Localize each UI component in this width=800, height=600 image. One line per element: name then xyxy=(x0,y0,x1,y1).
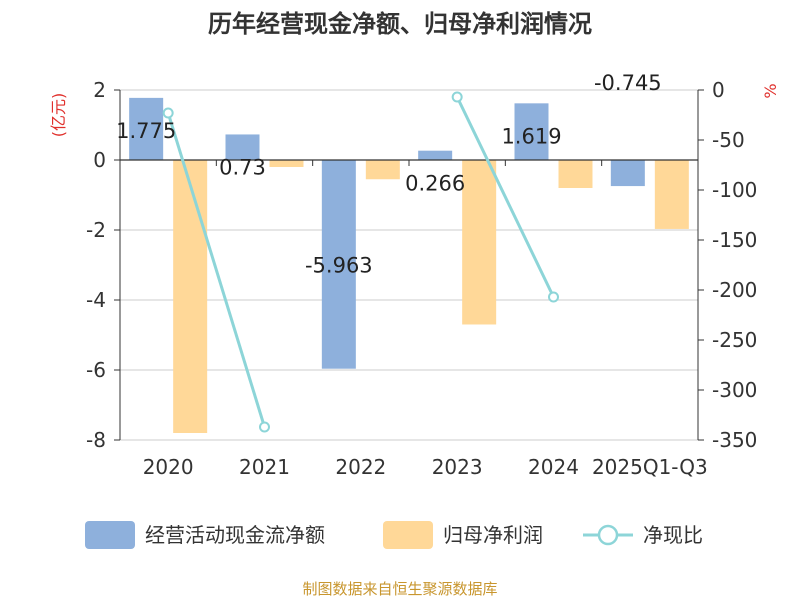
data-label-cash: 0.266 xyxy=(405,172,465,196)
x-tick-label: 2023 xyxy=(432,455,483,479)
x-tick-label: 2020 xyxy=(143,455,194,479)
bar-profit xyxy=(269,160,304,167)
x-tick-label: 2024 xyxy=(528,455,579,479)
x-tick-label: 2022 xyxy=(335,455,386,479)
left-tick-label: 2 xyxy=(93,78,106,102)
ratio-point xyxy=(451,91,463,103)
ratio-line-segment xyxy=(166,112,266,428)
x-tick-label: 2025Q1-Q3 xyxy=(592,455,708,479)
bar-cash xyxy=(514,103,549,160)
left-tick-label: 0 xyxy=(93,148,106,172)
legend-swatch-cash xyxy=(85,521,135,549)
bar-cash xyxy=(418,150,453,160)
data-label-cash: 0.73 xyxy=(219,155,266,179)
legend-label-profit: 归母净利润 xyxy=(443,523,543,547)
right-tick-label: 0 xyxy=(712,78,725,102)
bar-profit xyxy=(365,160,400,180)
right-tick-label: -100 xyxy=(712,178,757,202)
data-label-cash: 1.775 xyxy=(116,119,176,143)
bar-cash xyxy=(225,134,260,160)
bar-profit xyxy=(462,160,497,325)
ratio-line xyxy=(162,91,559,433)
right-tick-label: -350 xyxy=(712,428,757,452)
ratio-point xyxy=(259,421,270,433)
bar-profit xyxy=(558,160,593,188)
left-tick-label: -4 xyxy=(86,288,106,312)
legend: 经营活动现金流净额 归母净利润 净现比 xyxy=(85,521,703,549)
data-labels: 1.775 0.73 -5.963 0.266 1.619 -0.745 xyxy=(116,71,662,278)
right-tick-label: -50 xyxy=(712,128,745,152)
bar-cash xyxy=(321,160,356,369)
legend-swatch-ratio-marker xyxy=(597,524,619,546)
bars xyxy=(129,97,689,433)
right-axis-label: % xyxy=(761,83,780,98)
bar-profit xyxy=(654,160,689,229)
left-tick-label: -2 xyxy=(86,218,106,242)
ratio-line-segment xyxy=(455,96,555,298)
right-tick-label: -150 xyxy=(712,228,757,252)
left-axis-label: (亿元) xyxy=(49,93,68,138)
bar-cash xyxy=(610,160,645,187)
data-label-cash: -5.963 xyxy=(305,254,373,278)
ratio-point xyxy=(162,107,174,119)
right-tick-label: -250 xyxy=(712,328,757,352)
data-label-cash: -0.745 xyxy=(594,71,662,95)
axes: 20-2-4-6-80-50-100-150-200-250-300-35020… xyxy=(86,78,757,479)
grid xyxy=(120,89,698,441)
bar-profit xyxy=(173,160,208,433)
right-tick-label: -200 xyxy=(712,278,757,302)
chart-title: 历年经营现金净额、归母净利润情况 xyxy=(208,10,592,38)
legend-label-ratio: 净现比 xyxy=(643,523,703,547)
left-tick-label: -6 xyxy=(86,358,106,382)
bar-cash xyxy=(129,97,164,160)
legend-label-cash: 经营活动现金流净额 xyxy=(145,523,325,547)
right-tick-label: -300 xyxy=(712,378,757,402)
source-note: 制图数据来自恒生聚源数据库 xyxy=(302,580,497,598)
left-tick-label: -8 xyxy=(86,428,106,452)
x-tick-label: 2021 xyxy=(239,455,290,479)
data-label-cash: 1.619 xyxy=(501,124,561,148)
legend-swatch-profit xyxy=(383,521,433,549)
ratio-point xyxy=(548,291,559,303)
